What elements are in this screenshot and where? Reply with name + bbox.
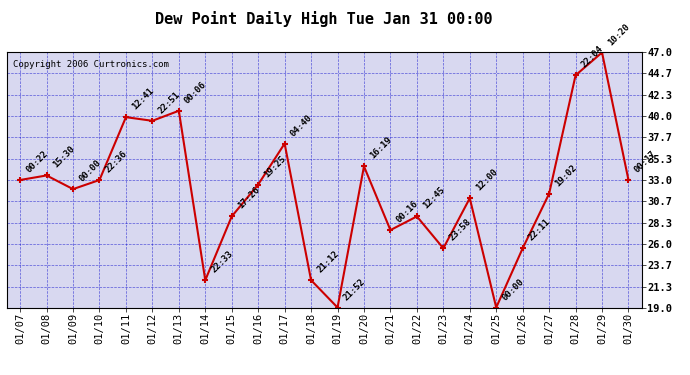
Text: 22:51: 22:51 [157,90,182,115]
Text: 22:36: 22:36 [104,149,129,174]
Text: 00:00: 00:00 [77,158,103,183]
Text: 00:16: 00:16 [395,199,420,225]
Text: 19:25: 19:25 [262,154,288,179]
Text: 22:33: 22:33 [210,249,235,274]
Text: 19:02: 19:02 [553,163,579,188]
Text: 23:58: 23:58 [448,217,473,243]
Text: 00:00: 00:00 [500,277,526,302]
Text: 21:52: 21:52 [342,277,367,302]
Text: 22:04: 22:04 [580,44,605,70]
Text: 12:45: 12:45 [421,186,446,211]
Text: 16:19: 16:19 [368,135,393,161]
Text: 00:06: 00:06 [183,80,208,105]
Text: 12:00: 12:00 [474,167,500,193]
Text: 22:11: 22:11 [527,217,552,243]
Text: 21:12: 21:12 [315,249,341,274]
Text: 10:20: 10:20 [607,22,631,47]
Text: 00:22: 00:22 [24,149,50,174]
Text: Dew Point Daily High Tue Jan 31 00:00: Dew Point Daily High Tue Jan 31 00:00 [155,11,493,27]
Text: 04:40: 04:40 [289,112,314,138]
Text: 00:17: 00:17 [633,149,658,174]
Text: 15:30: 15:30 [51,144,76,170]
Text: Copyright 2006 Curtronics.com: Copyright 2006 Curtronics.com [13,60,169,69]
Text: 17:26: 17:26 [236,186,262,211]
Text: 12:41: 12:41 [130,86,155,112]
